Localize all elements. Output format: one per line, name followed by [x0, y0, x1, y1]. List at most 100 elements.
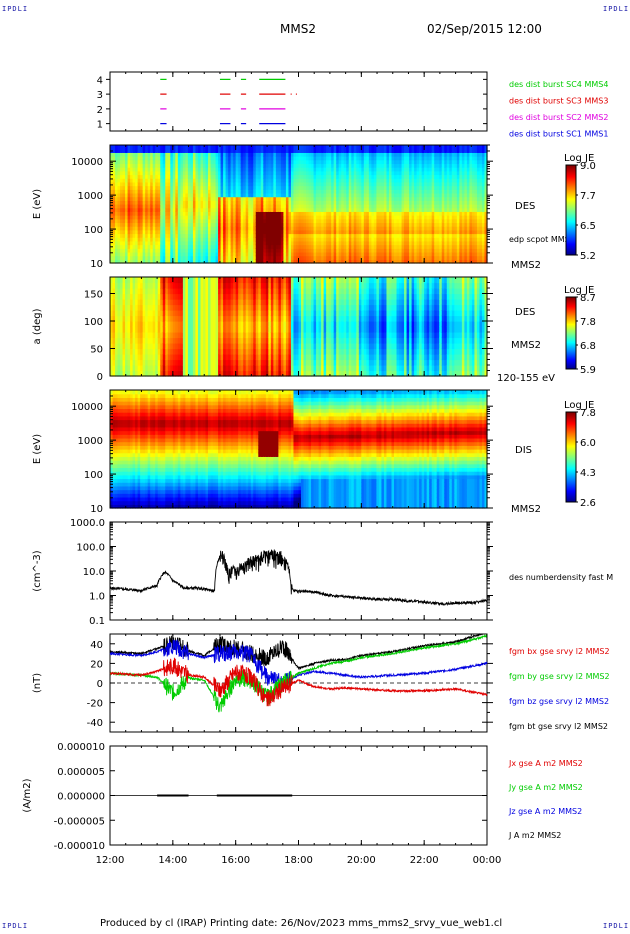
heatmap-cell: [446, 189, 450, 194]
heatmap-cell: [112, 255, 116, 260]
heatmap-cell: [263, 170, 267, 176]
heatmap-cell: [152, 178, 156, 183]
heatmap-cell: [137, 156, 141, 161]
heatmap-cell: [250, 229, 254, 235]
heatmap-cell: [441, 159, 445, 165]
heatmap-cell: [434, 237, 438, 242]
heatmap-cell: [419, 145, 423, 150]
heatmap-cell: [459, 226, 463, 231]
heatmap-cell: [301, 215, 305, 220]
heatmap-cell: [429, 196, 433, 201]
heatmap-cell: [414, 237, 418, 242]
heatmap-cell: [386, 215, 390, 220]
heatmap-cell: [404, 244, 408, 249]
heatmap-cell: [316, 196, 320, 201]
heatmap-cell: [117, 170, 121, 176]
heatmap-cell: [293, 233, 297, 238]
heatmap-cell: [185, 229, 189, 235]
heatmap-cell: [456, 226, 460, 231]
heatmap-cell: [316, 251, 320, 257]
heatmap-cell: [381, 192, 385, 198]
heatmap-cell: [301, 152, 305, 157]
heatmap-cell: [328, 159, 332, 165]
heatmap-cell: [353, 152, 357, 157]
heatmap-cell: [399, 233, 403, 238]
heatmap-cell: [386, 204, 390, 209]
heatmap-cell: [449, 259, 453, 264]
heatmap-cell: [260, 204, 264, 209]
heatmap-cell: [484, 218, 488, 224]
heatmap-cell: [321, 251, 325, 257]
heatmap-cell: [411, 189, 415, 194]
heatmap-cell: [378, 207, 383, 212]
heatmap-cell: [295, 222, 300, 227]
heatmap-cell: [426, 233, 430, 238]
heatmap-cell: [376, 207, 380, 212]
heatmap-cell: [421, 215, 425, 220]
heatmap-cell: [411, 251, 415, 257]
heatmap-cell: [471, 204, 476, 209]
heatmap-cell: [185, 167, 189, 172]
heatmap-cell: [479, 159, 483, 165]
heatmap-cell: [197, 244, 202, 249]
heatmap-cell: [172, 248, 176, 253]
heatmap-cell: [127, 222, 131, 227]
heatmap-cell: [426, 200, 430, 205]
heatmap-cell: [135, 156, 139, 161]
heatmap-cell: [268, 178, 272, 183]
heatmap-cell: [358, 174, 362, 179]
heatmap-cell: [469, 170, 473, 176]
heatmap-cell: [260, 207, 264, 212]
heatmap-cell: [446, 218, 450, 224]
heatmap-cell: [328, 215, 332, 220]
heatmap-cell: [240, 248, 244, 253]
heatmap-cell: [145, 204, 149, 209]
heatmap-cell: [293, 170, 297, 176]
heatmap-cell: [321, 178, 325, 183]
heatmap-cell: [235, 145, 239, 150]
heatmap-cell: [351, 159, 355, 165]
heatmap-cell: [230, 178, 234, 183]
heatmap-cell: [321, 196, 325, 201]
heatmap-cell: [175, 215, 179, 220]
heatmap-cell: [481, 215, 486, 220]
heatmap-cell: [137, 218, 141, 224]
heatmap-cell: [238, 251, 242, 257]
heatmap-cell: [331, 222, 335, 227]
heatmap-cell: [135, 192, 139, 198]
heatmap-cell: [195, 178, 199, 183]
heatmap-cell: [346, 233, 350, 238]
heatmap-cell: [366, 226, 370, 231]
heatmap-cell: [260, 174, 264, 179]
heatmap-cell: [368, 237, 372, 242]
heatmap-cell: [150, 211, 154, 216]
heatmap-cell: [233, 207, 237, 212]
heatmap-cell: [471, 145, 476, 150]
heatmap-cell: [449, 148, 453, 153]
heatmap-cell: [215, 145, 219, 150]
heatmap-cell: [210, 178, 214, 183]
heatmap-cell: [147, 207, 151, 212]
heatmap-cell: [117, 200, 121, 205]
heatmap-cell: [165, 167, 169, 172]
heatmap-cell: [278, 259, 282, 264]
heatmap-cell: [446, 170, 450, 176]
heatmap-cell: [351, 148, 355, 153]
heatmap-cell: [441, 170, 445, 176]
heatmap-cell: [182, 229, 186, 235]
heatmap-cell: [172, 163, 176, 168]
heatmap-cell: [368, 170, 372, 176]
heatmap-cell: [268, 170, 272, 176]
heatmap-cell: [431, 211, 435, 216]
heatmap-cell: [142, 251, 146, 257]
heatmap-cell: [220, 255, 224, 260]
heatmap-cell: [127, 156, 131, 161]
heatmap-cell: [481, 244, 486, 249]
heatmap-cell: [456, 259, 460, 264]
heatmap-cell: [479, 255, 483, 260]
heatmap-cell: [187, 174, 192, 179]
heatmap-cell: [157, 152, 161, 157]
heatmap-cell: [172, 237, 176, 242]
heatmap-cell: [484, 152, 488, 157]
heatmap-cell: [459, 196, 463, 201]
